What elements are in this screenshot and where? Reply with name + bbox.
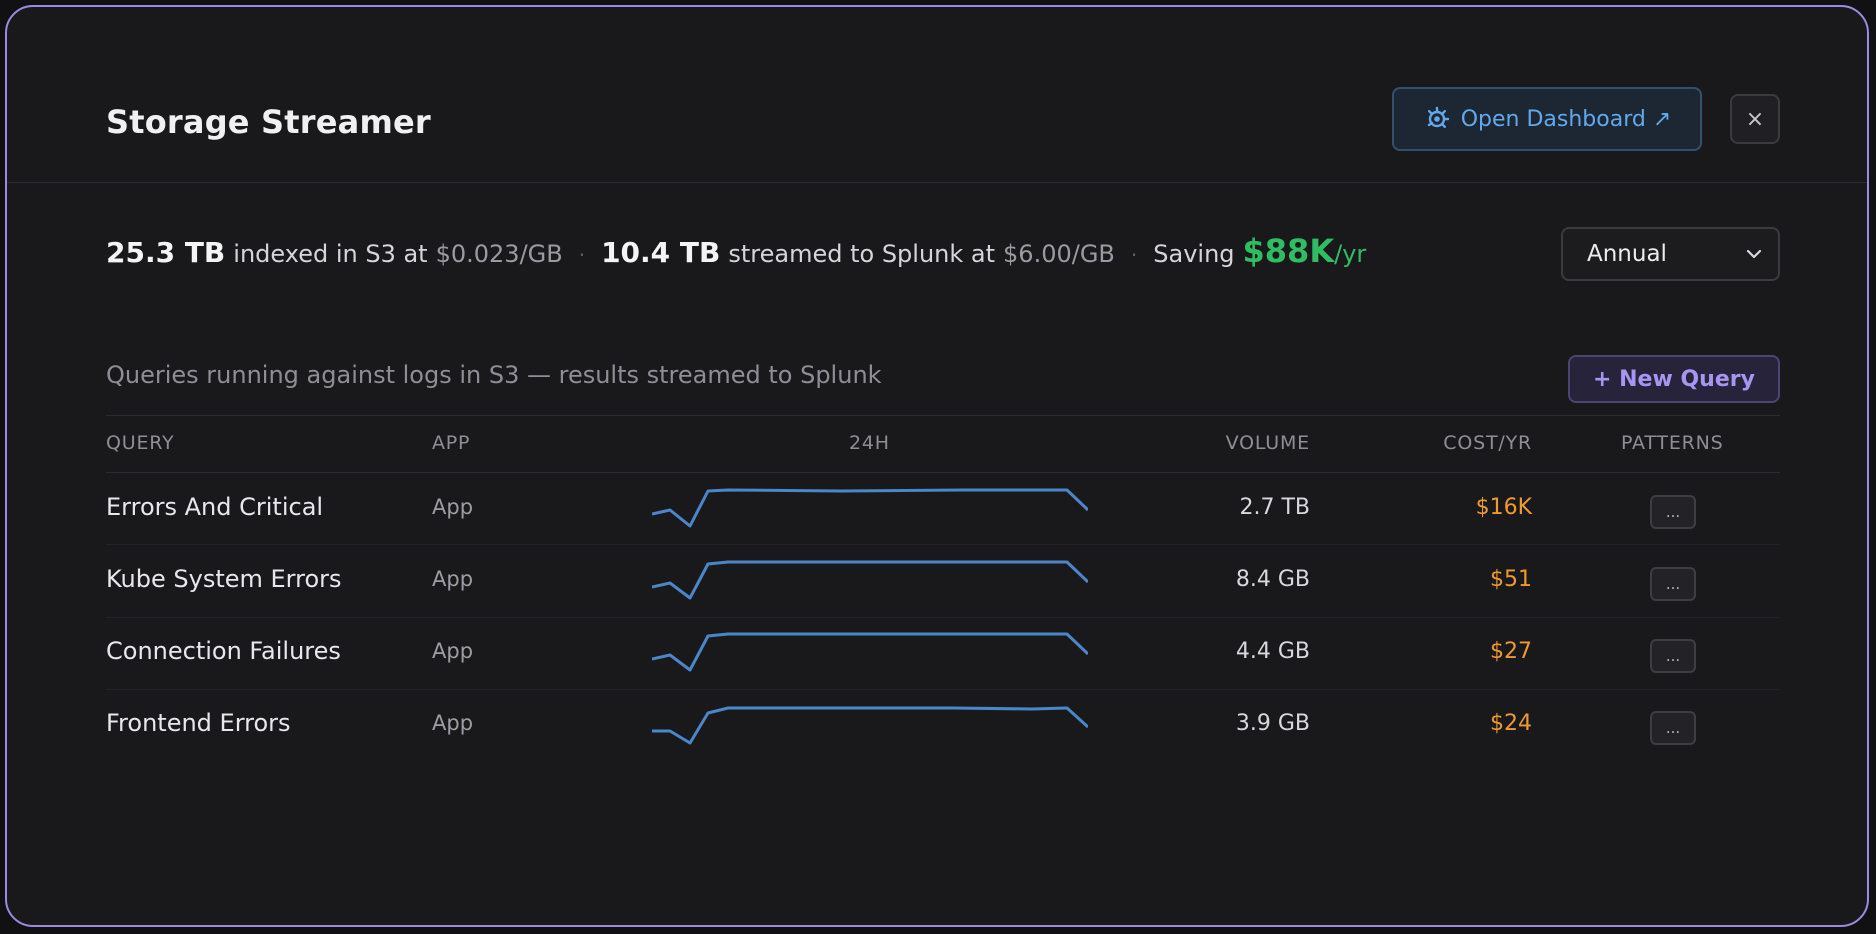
- column-header-app: APP: [432, 432, 471, 454]
- close-button[interactable]: ×: [1730, 94, 1780, 144]
- query-name[interactable]: Connection Failures: [106, 637, 341, 665]
- storage-stats: 25.3 TB indexed in S3 at $0.023/GB · 10.…: [106, 232, 1366, 270]
- chevron-down-icon: [1746, 249, 1762, 259]
- query-cost: $51: [1490, 567, 1532, 592]
- more-icon: ...: [1665, 647, 1681, 665]
- query-volume: 4.4 GB: [1235, 639, 1310, 664]
- query-app: App: [432, 567, 474, 591]
- row-divider: [106, 689, 1780, 690]
- patterns-button[interactable]: ...: [1650, 495, 1696, 529]
- streamed-amount: 10.4 TB: [601, 236, 721, 269]
- streamed-rate: $6.00/GB: [1003, 240, 1115, 268]
- query-app: App: [432, 639, 474, 663]
- table-header-divider: [106, 472, 1780, 473]
- column-header-24h: 24H: [849, 432, 890, 454]
- indexed-rate: $0.023/GB: [435, 240, 563, 268]
- grafana-icon: [1427, 106, 1449, 128]
- query-app: App: [432, 495, 474, 519]
- query-volume: 2.7 TB: [1239, 495, 1310, 520]
- query-cost: $27: [1490, 639, 1532, 664]
- new-query-button[interactable]: + New Query: [1568, 355, 1780, 403]
- saving-amount: $88K: [1242, 232, 1335, 270]
- column-header-cost: COST/YR: [1443, 432, 1532, 454]
- streamed-text: streamed to Splunk at: [728, 240, 996, 268]
- indexed-amount: 25.3 TB: [106, 236, 226, 269]
- patterns-button[interactable]: ...: [1650, 711, 1696, 745]
- storage-streamer-modal: Storage Streamer Open Dashboard ↗ × 25.3…: [5, 5, 1869, 927]
- queries-section-title: Queries running against logs in S3 — res…: [106, 361, 882, 389]
- query-cost: $24: [1490, 711, 1532, 736]
- open-dashboard-label: Open Dashboard ↗: [1460, 106, 1672, 132]
- query-volume: 3.9 GB: [1235, 711, 1310, 736]
- patterns-button[interactable]: ...: [1650, 567, 1696, 601]
- query-volume: 8.4 GB: [1235, 567, 1310, 592]
- period-select-value: Annual: [1587, 241, 1667, 267]
- close-icon: ×: [1745, 106, 1765, 132]
- more-icon: ...: [1665, 575, 1681, 593]
- modal-header: Storage Streamer Open Dashboard ↗ ×: [7, 7, 1867, 183]
- period-select[interactable]: Annual: [1561, 227, 1780, 281]
- more-icon: ...: [1665, 719, 1681, 737]
- modal-title: Storage Streamer: [106, 103, 431, 141]
- indexed-text: indexed in S3 at: [233, 240, 428, 268]
- query-name[interactable]: Frontend Errors: [106, 709, 291, 737]
- sparkline-24h: [652, 560, 1088, 600]
- more-icon: ...: [1665, 503, 1681, 521]
- stats-separator: ·: [1130, 243, 1138, 267]
- table-top-divider: [106, 415, 1780, 416]
- column-header-volume: VOLUME: [1225, 432, 1310, 454]
- query-name[interactable]: Errors And Critical: [106, 493, 324, 521]
- query-name[interactable]: Kube System Errors: [106, 565, 342, 593]
- stats-separator: ·: [578, 243, 586, 267]
- query-cost: $16K: [1475, 495, 1532, 520]
- saving-unit: /yr: [1334, 240, 1367, 268]
- row-divider: [106, 617, 1780, 618]
- row-divider: [106, 544, 1780, 545]
- column-header-query: QUERY: [106, 432, 175, 454]
- sparkline-24h: [652, 706, 1088, 745]
- sparkline-24h: [652, 488, 1088, 528]
- open-dashboard-button[interactable]: Open Dashboard ↗: [1392, 87, 1702, 151]
- saving-label: Saving: [1153, 240, 1235, 268]
- query-app: App: [432, 711, 474, 735]
- patterns-button[interactable]: ...: [1650, 639, 1696, 673]
- column-header-patterns: PATTERNS: [1621, 432, 1724, 454]
- sparkline-24h: [652, 632, 1088, 672]
